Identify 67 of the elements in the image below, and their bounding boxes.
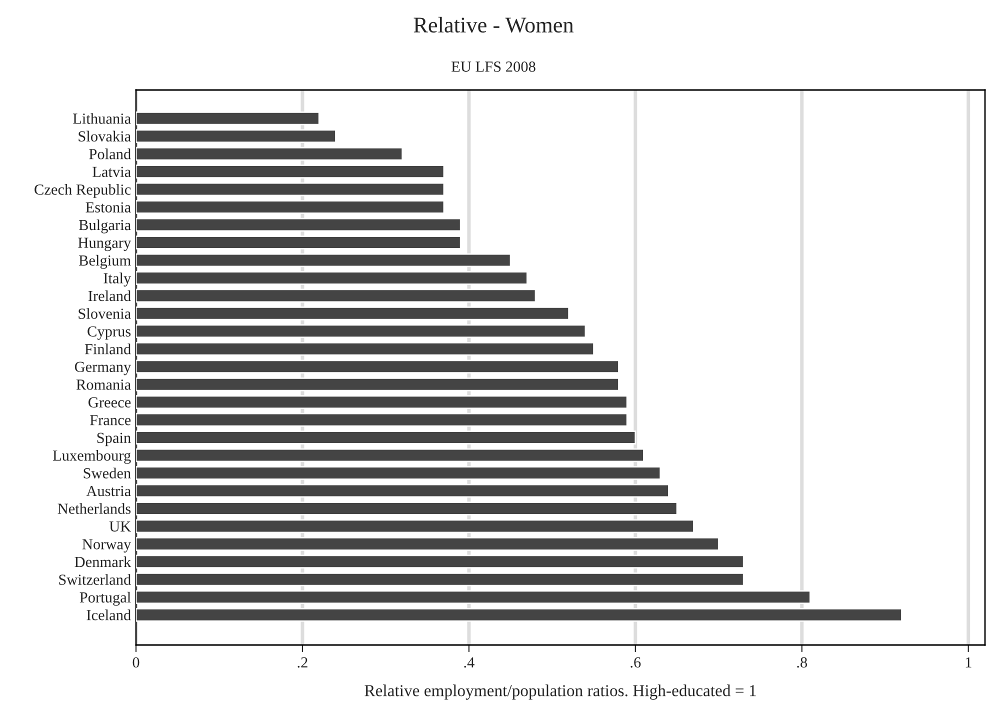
y-tick-label: Spain [97, 432, 131, 446]
y-tick-label: Slovakia [78, 130, 131, 142]
bar [136, 377, 620, 392]
y-tick-label: Netherlands [58, 503, 131, 514]
bar [136, 395, 628, 409]
bar [136, 448, 644, 462]
y-tick-label: Germany [74, 362, 132, 376]
y-tick-label: Italy [104, 272, 132, 287]
bar [136, 306, 570, 320]
chart-subtitle: EU LFS 2008 [452, 62, 536, 72]
bar [136, 466, 662, 480]
bar [136, 342, 594, 356]
y-tick-label: Iceland [86, 610, 131, 620]
bar [136, 111, 320, 126]
bar [136, 253, 512, 268]
bar [136, 218, 462, 232]
bar [136, 502, 678, 516]
bar [136, 200, 445, 214]
x-tick-label: 1 [966, 657, 972, 668]
y-tick-label: UK [109, 521, 131, 532]
bar [136, 519, 694, 534]
bar [136, 554, 744, 569]
y-tick-label: Czech Republic [34, 184, 131, 198]
bar [136, 164, 445, 178]
y-tick-label: Norway [82, 539, 132, 553]
y-tick-label: Estonia [86, 202, 131, 212]
bar [136, 129, 336, 144]
x-tick-label: .2 [298, 657, 308, 668]
bar [136, 324, 586, 338]
bar [136, 412, 628, 427]
y-tick-label: Hungary [78, 238, 132, 252]
y-tick-label: Portugal [80, 592, 131, 606]
y-tick-label: Romania [76, 380, 131, 390]
x-tick-label: .8 [797, 657, 808, 668]
bar [136, 182, 445, 196]
y-tick-label: Belgium [78, 254, 131, 269]
bar [136, 288, 536, 303]
x-tick-label: .6 [630, 657, 641, 668]
x-axis-title: Relative employment/population ratios. High-educated = 1 [364, 684, 756, 700]
bar [136, 430, 636, 444]
bar [136, 590, 811, 604]
bar [136, 236, 462, 250]
y-tick-label: France [90, 415, 131, 426]
y-tick-label: Greece [88, 397, 131, 408]
y-tick-label: Ireland [88, 290, 131, 302]
bar [136, 572, 744, 586]
y-tick-label: Bulgaria [78, 219, 131, 234]
y-tick-label: Poland [89, 148, 131, 160]
y-tick-label: Denmark [74, 556, 132, 568]
y-tick-label: Switzerland [59, 574, 131, 585]
y-tick-label: Austria [86, 486, 131, 496]
y-tick-label: Slovenia [78, 308, 131, 319]
bar [136, 360, 620, 374]
bar [136, 608, 902, 622]
y-tick-label: Sweden [84, 468, 131, 478]
y-tick-label: Cyprus [88, 326, 131, 340]
y-tick-label: Finland [84, 344, 131, 354]
chart-title: Relative - Women [414, 16, 574, 33]
x-tick-label: 0 [132, 657, 140, 668]
y-tick-label: Lithuania [73, 113, 131, 124]
bar [136, 537, 720, 551]
bar [136, 271, 528, 285]
bar [136, 146, 404, 161]
y-tick-label: Luxembourg [52, 450, 131, 464]
bar [136, 484, 670, 498]
y-tick-label: Latvia [92, 166, 131, 178]
x-tick-label: .4 [464, 657, 474, 668]
